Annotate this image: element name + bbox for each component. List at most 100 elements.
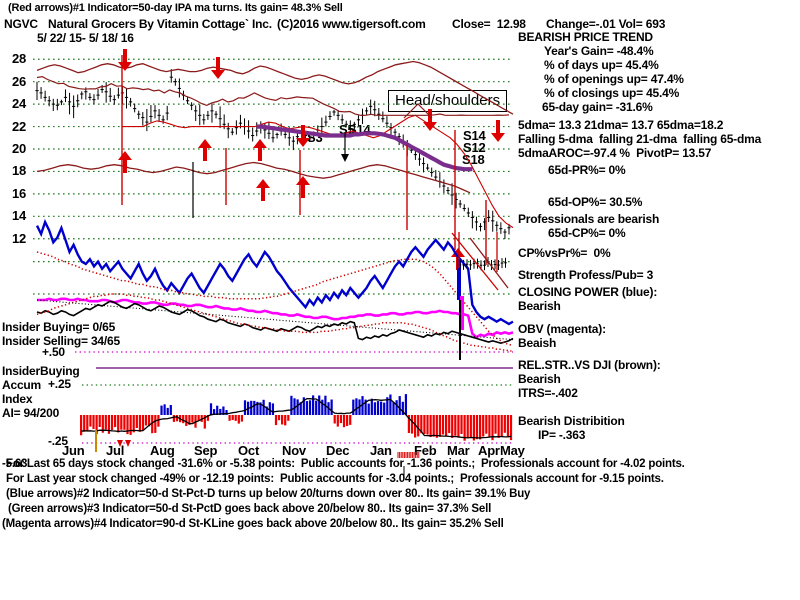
closing-power-blue — [35, 218, 514, 326]
footer-line-year: For Last year stock changed -49% or -12.… — [6, 473, 664, 485]
cp-vs-pr: CP%vsPr%= 0% — [518, 246, 611, 260]
scale-minus-25: -.25 — [48, 434, 68, 448]
signal-arrow-down-4 — [491, 120, 505, 142]
scale-plus-25: +.25 — [48, 377, 71, 391]
x-tick-mar: Mar — [447, 443, 470, 458]
header-ticker: NGVC — [4, 17, 38, 31]
x-tick-jul: Jul — [106, 443, 125, 458]
header-company: Natural Grocers By Vitamin Cottage` Inc. — [48, 17, 272, 31]
signal-arrow-down-2 — [296, 125, 310, 147]
index-label: Index — [2, 392, 33, 406]
accumulation-smoothing-line — [80, 398, 512, 439]
header-copyright: (C)2016 www.tigersoft.com — [277, 17, 426, 31]
s5-pointer-head — [341, 154, 349, 162]
signal-arrow-up-5 — [118, 151, 132, 173]
annotation-s12: S12 — [463, 140, 486, 155]
itrs-value: ITRS=-.402 — [518, 386, 578, 400]
y-tick-28: 28 — [12, 51, 27, 67]
signal-arrow-up-9 — [253, 139, 267, 161]
closings-up: % of closings up= 45.4% — [544, 86, 680, 100]
x-tick-apr: Apr — [478, 443, 500, 458]
insider-buying-label: Insider — [2, 364, 40, 378]
accumulation-histogram — [80, 394, 513, 441]
footer-overlap-value: -5.63 — [2, 458, 28, 470]
lower-band — [36, 161, 471, 194]
annotation-s18: S18 — [462, 152, 485, 167]
x-tick-jun: Jun — [62, 443, 85, 458]
x-tick-sep: Sep — [194, 443, 218, 458]
y-tick-18: 18 — [12, 163, 27, 179]
head-shoulders-annotation: Head/shoulders — [388, 90, 508, 112]
footer-line-blue-arrows: (Blue arrows)#2 Indicator=50-d St-Pct-D … — [6, 488, 531, 500]
pr-65d: 65d-PR%= 0% — [548, 163, 626, 177]
ai-value: AI= 94/200 — [2, 406, 60, 420]
x-tick-aug: Aug — [150, 443, 175, 458]
accum-label: Accum — [2, 378, 42, 392]
professionals-bearish: Professionals are bearish — [518, 212, 660, 226]
x-tick-dec: Dec — [326, 443, 350, 458]
falling-dma: Falling 5-dma falling 21-dma falling 65-… — [518, 132, 762, 146]
lower-ma2-red-dotted — [36, 293, 514, 353]
signal-arrow-down-1 — [211, 57, 225, 79]
y-tick-14: 14 — [12, 208, 27, 224]
footer-line-magenta-arrows: (Magenta arrows)#4 Indicator=90-d St-KLi… — [2, 518, 504, 530]
accum-axis-arrow-1 — [125, 440, 131, 447]
closing-power-label: CLOSING POWER (blue): — [518, 285, 658, 299]
ma-65-purple — [256, 124, 473, 172]
relstr-label: REL.STR..VS DJI (brown): — [518, 358, 661, 372]
y-tick-20: 20 — [12, 141, 27, 156]
right-panel-title: BEARISH PRICE TREND — [518, 30, 653, 44]
obv-magenta — [37, 297, 514, 339]
ip-value: IP= -.363 — [538, 428, 586, 442]
header-close: Close= 12.98 — [452, 17, 526, 31]
x-tick-feb: Feb — [414, 443, 437, 458]
y-tick-16: 16 — [12, 185, 27, 201]
accum-axis-arrow-0 — [117, 440, 123, 447]
gain-65day: 65-day gain= -31.6% — [542, 100, 653, 114]
y-tick-22: 22 — [12, 118, 27, 134]
x-tick-may: May — [500, 443, 525, 458]
header-change: Change=-.01 Vol= 693 — [546, 17, 666, 31]
dma-values: 5dma= 13.3 21dma= 13.7 65dma=18.2 — [518, 118, 724, 132]
header-date-range: 5/ 22/ 15- 5/ 18/ 16 — [37, 31, 134, 45]
obv-value: Beaish — [518, 336, 557, 350]
relstr-upper-brown — [36, 75, 510, 116]
insider-buying-label2: Buying — [40, 364, 80, 378]
bearish-distribution: Bearish Distribition — [518, 414, 625, 428]
days-up: % of days up= 45.4% — [544, 58, 659, 72]
upper-band — [36, 60, 514, 115]
strength-profess-pub: Strength Profess/Pub= 3 — [518, 268, 654, 282]
insider-buying-count: Insider Buying= 0/65 — [2, 320, 116, 334]
signal-arrow-down-0 — [118, 49, 132, 71]
annotation-s14-b: S14 — [463, 128, 486, 143]
overlay-mini-bars — [451, 232, 509, 291]
op-65d: 65d-OP%= 30.5% — [548, 195, 643, 209]
y-tick-24: 24 — [12, 96, 27, 112]
closing-power-value: Bearish — [518, 299, 561, 313]
cp-65d: 65d-CP%= 0% — [548, 226, 626, 240]
years-gain: Year's Gain= -48.4% — [544, 44, 654, 58]
y-tick-26: 26 — [12, 73, 27, 89]
footer-overlap-marks — [397, 452, 420, 480]
bollinger-red — [122, 114, 514, 229]
relstr-black — [36, 300, 514, 345]
footer-line-65days: For Last 65 days stock changed -31.6% or… — [6, 458, 685, 470]
price-bars — [35, 69, 511, 239]
y-tick-12: 12 — [12, 230, 27, 246]
scale-plus-50: +.50 — [42, 345, 65, 359]
obv-label: OBV (magenta): — [518, 322, 606, 336]
footer-line-green-arrows: (Green arrows)#3 Indicator=50-d St-PctD … — [8, 503, 492, 515]
openings-up: % of openings up= 47.4% — [544, 72, 684, 86]
x-tick-jan: Jan — [370, 443, 392, 458]
signal-arrow-up-8 — [296, 176, 310, 198]
x-tick-oct: Oct — [238, 443, 260, 458]
head-shoulders-marker — [403, 103, 433, 119]
aroc-pivot: 5dmaAROC=-97.4 % PivotP= 13.57 — [518, 146, 712, 160]
relstr-value: Bearish — [518, 372, 561, 386]
insider-selling-count: Insider Selling= 34/65 — [2, 334, 120, 348]
x-tick-nov: Nov — [282, 443, 306, 458]
signal-arrow-up-7 — [256, 179, 270, 201]
signal-arrow-up-6 — [198, 139, 212, 161]
